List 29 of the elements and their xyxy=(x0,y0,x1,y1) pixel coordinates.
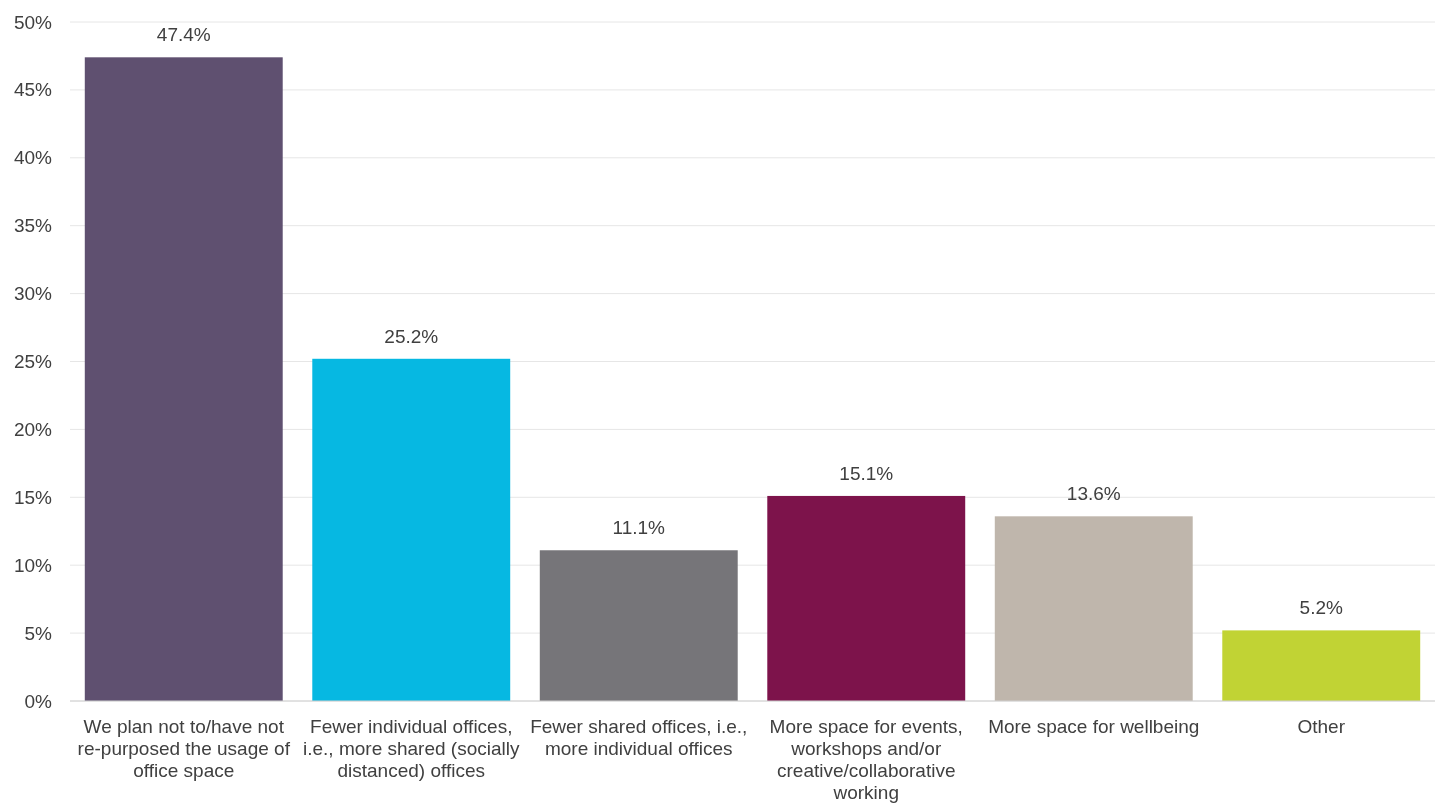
bar xyxy=(539,550,738,701)
data-label: 11.1% xyxy=(612,517,666,539)
data-label: 13.6% xyxy=(1066,483,1121,505)
bar xyxy=(1222,630,1421,701)
y-tick-label: 30% xyxy=(13,283,53,305)
data-label: 5.2% xyxy=(1299,597,1344,619)
data-label: 47.4% xyxy=(156,24,211,46)
y-tick-label: 15% xyxy=(13,486,53,508)
bar xyxy=(767,495,966,701)
x-tick-label: More space for events, workshops and/or creative/collaborative working xyxy=(769,716,963,803)
x-tick-label: Fewer shared offices, i.e., more individual offices xyxy=(530,716,748,759)
x-tick-label: Other xyxy=(1297,716,1346,737)
y-tick-label: 35% xyxy=(13,215,53,237)
y-tick-label: 5% xyxy=(24,622,53,644)
y-tick-label: 40% xyxy=(13,147,53,169)
x-tick-label: We plan not to/have not re-purposed the usage of office space xyxy=(77,716,291,781)
bar xyxy=(994,516,1193,701)
y-tick-label: 10% xyxy=(13,554,53,576)
bar xyxy=(312,358,511,701)
y-tick-label: 20% xyxy=(13,418,53,440)
y-tick-label: 50% xyxy=(13,11,53,33)
y-tick-label: 0% xyxy=(24,690,53,712)
data-label: 25.2% xyxy=(384,325,439,347)
y-tick-label: 25% xyxy=(13,351,53,373)
y-tick-label: 45% xyxy=(13,79,53,101)
x-tick-label: More space for wellbeing xyxy=(988,716,1200,737)
data-label: 15.1% xyxy=(839,462,894,484)
bar xyxy=(84,57,283,701)
x-tick-label: Fewer individual offices, i.e., more shared (socially distanced) offices xyxy=(303,716,520,781)
